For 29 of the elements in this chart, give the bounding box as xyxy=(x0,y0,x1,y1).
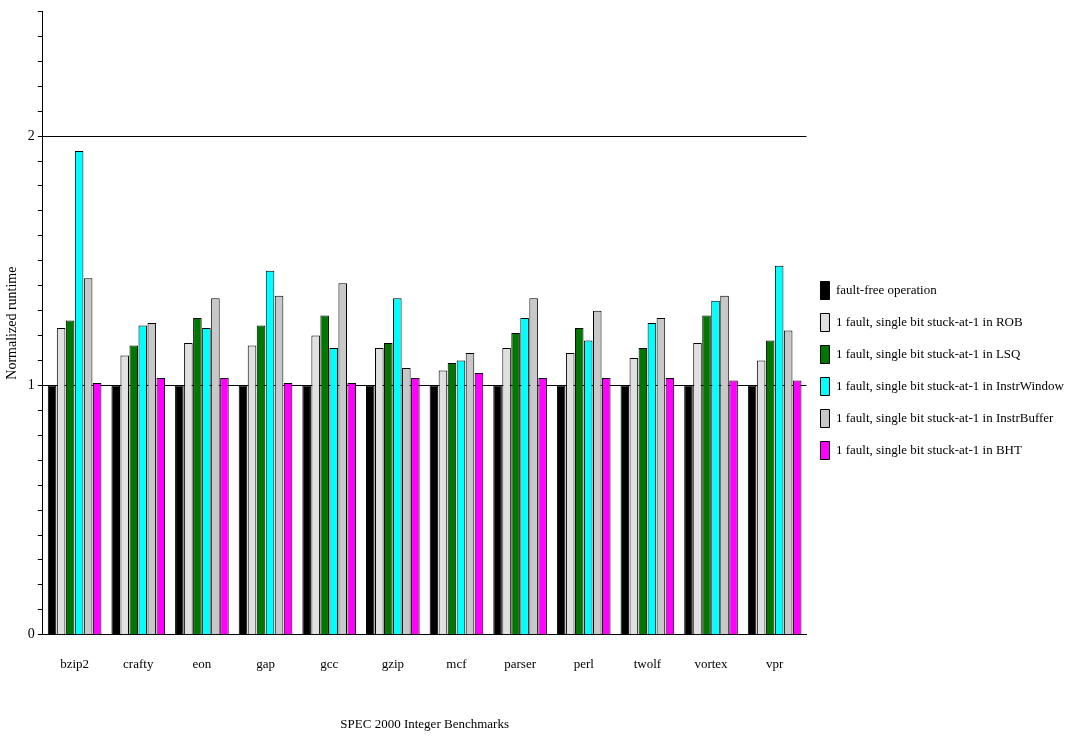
legend-label: fault-free operation xyxy=(835,281,938,297)
legend-label: 1 fault, single bit stuck-at-1 in BHT xyxy=(835,441,1022,457)
x-tick-label: vpr xyxy=(765,656,784,672)
bar xyxy=(302,385,311,635)
x-tick-label: gap xyxy=(256,656,275,672)
y-axis-title: Normalized runtime xyxy=(4,266,20,380)
x-tick-label: gcc xyxy=(320,656,339,672)
bar xyxy=(684,385,693,635)
x-axis-title: SPEC 2000 Integer Benchmarks xyxy=(340,715,509,731)
x-tick-label: parser xyxy=(504,656,537,672)
bar xyxy=(493,385,502,635)
bar xyxy=(111,385,120,635)
x-tick-label: vortex xyxy=(694,656,729,672)
x-tick-label: crafty xyxy=(123,656,154,672)
legend-label: 1 fault, single bit stuck-at-1 in LSQ xyxy=(835,345,1022,361)
legend-label: 1 fault, single bit stuck-at-1 in InstrWindow xyxy=(835,377,1065,393)
legend-label: 1 fault, single bit stuck-at-1 in ROB xyxy=(835,313,1023,329)
y-tick-label: 1 xyxy=(27,377,35,393)
y-tick-label: 0 xyxy=(27,626,35,642)
x-tick-label: twolf xyxy=(633,656,662,672)
y-tick-label: 2 xyxy=(27,127,35,143)
bar xyxy=(366,385,375,635)
x-tick-label: mcf xyxy=(446,656,468,672)
x-tick-label: gzip xyxy=(381,656,405,672)
x-tick-label: bzip2 xyxy=(60,656,90,672)
x-tick-label: perl xyxy=(573,656,595,672)
x-tick-label: eon xyxy=(192,656,212,672)
bar xyxy=(175,385,184,635)
legend-label: 1 fault, single bit stuck-at-1 in InstrBuffer xyxy=(835,409,1055,425)
